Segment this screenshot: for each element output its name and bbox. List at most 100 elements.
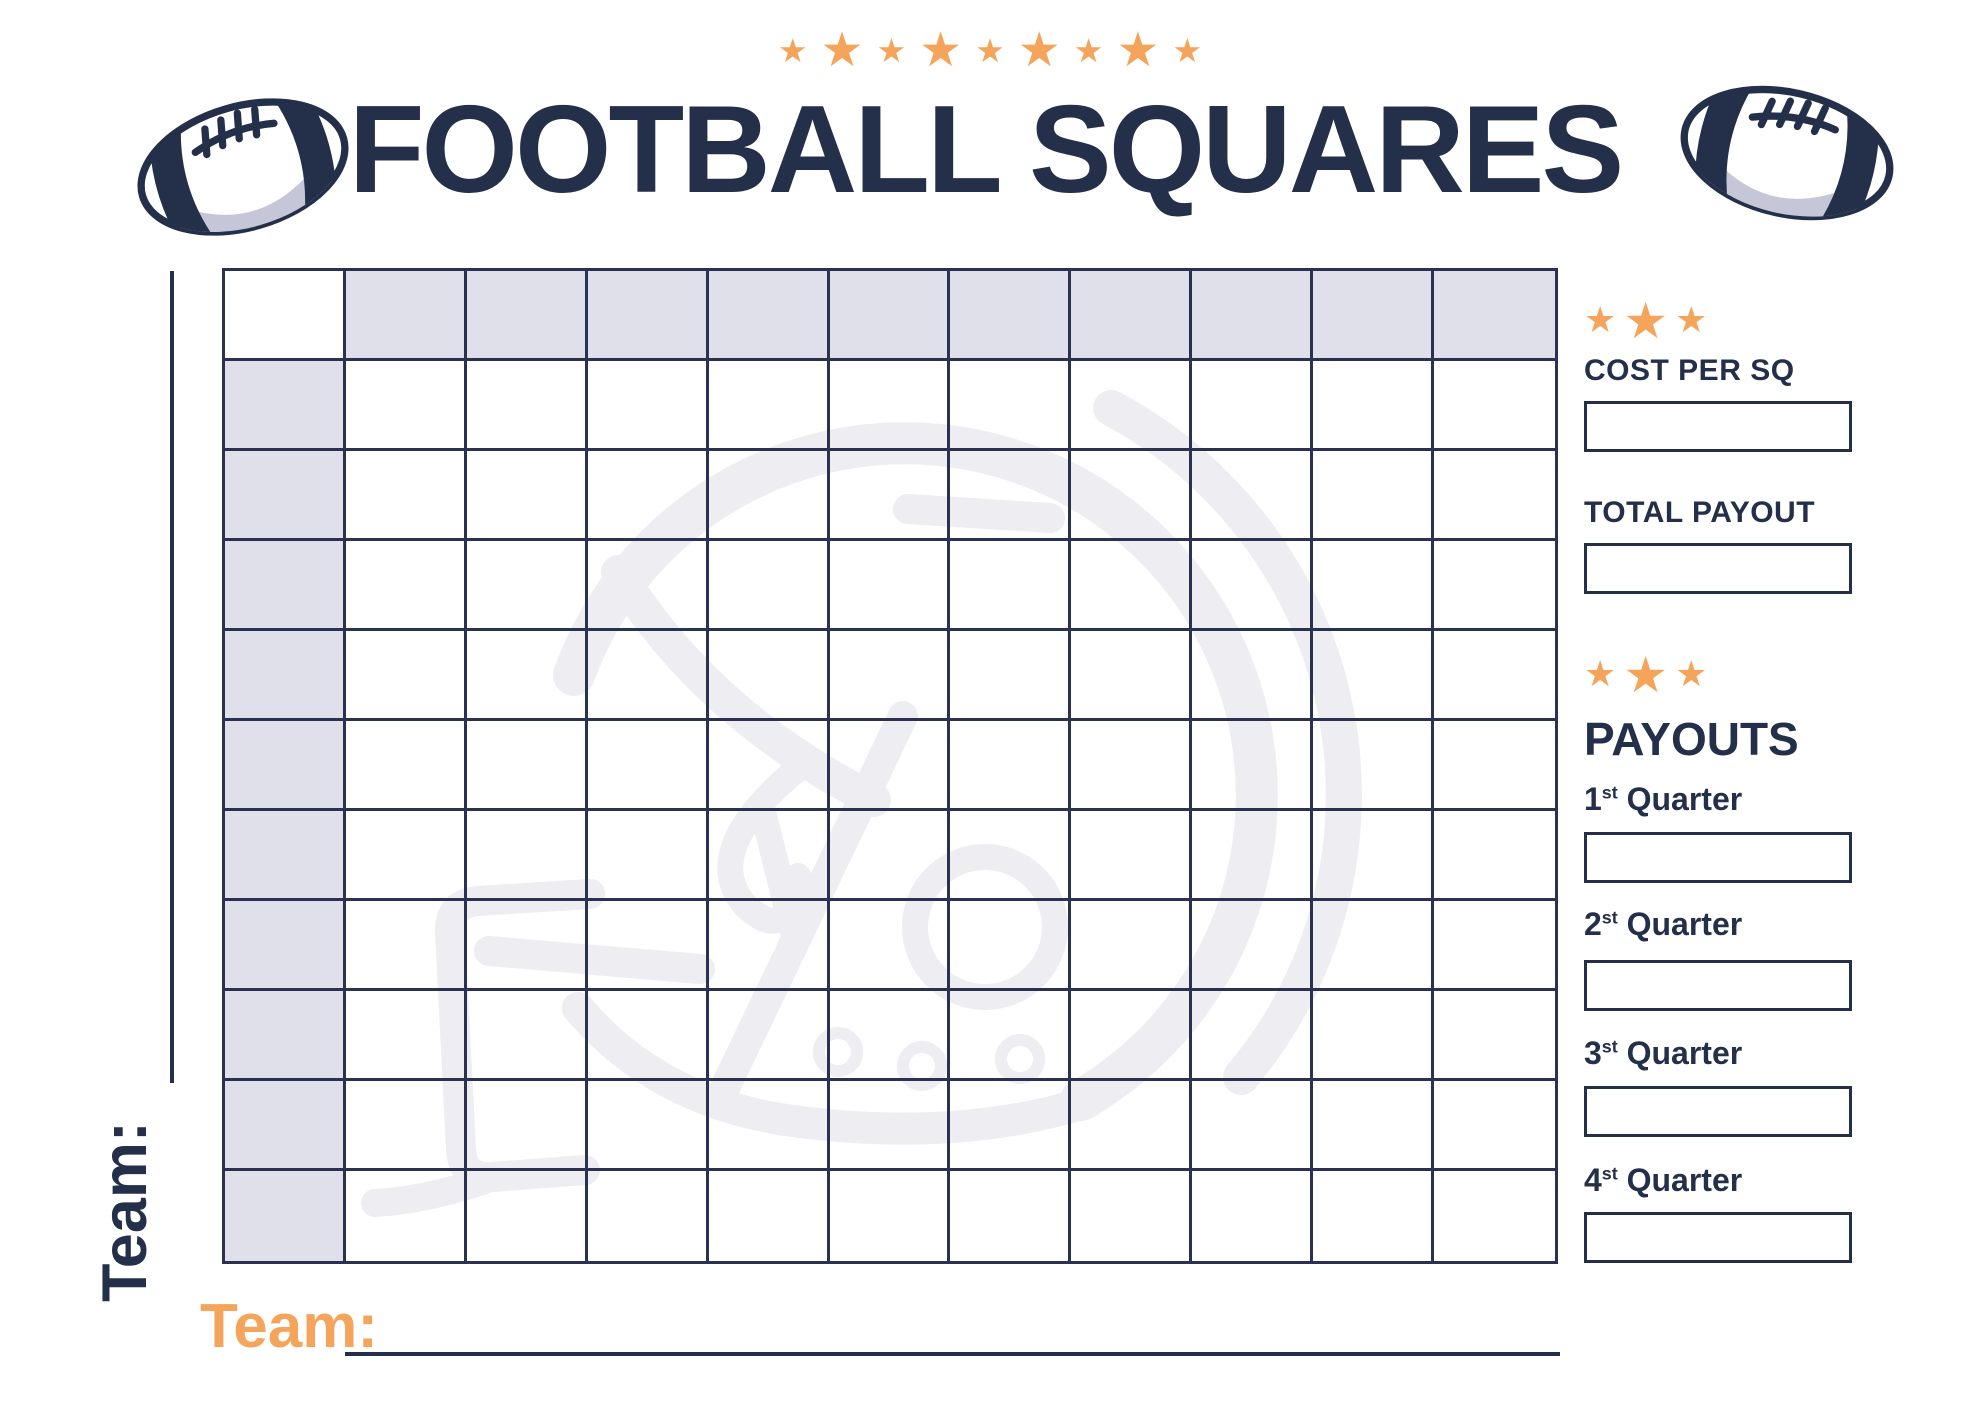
square-cell[interactable] [829,361,951,451]
quarter-4-input[interactable] [1584,1212,1852,1263]
square-cell[interactable] [708,811,830,901]
square-cell[interactable] [1313,541,1435,631]
square-cell[interactable] [466,901,588,991]
square-cell[interactable] [587,361,709,451]
square-cell[interactable] [467,1171,588,1261]
square-cell[interactable] [587,901,709,991]
square-cell[interactable] [345,721,467,811]
square-cell[interactable] [708,721,830,811]
square-cell[interactable] [708,901,830,991]
square-cell[interactable] [1434,541,1555,631]
square-cell[interactable] [1192,721,1314,811]
left-number-cell[interactable] [225,721,346,811]
square-cell[interactable] [1071,631,1193,721]
square-cell[interactable] [950,1171,1072,1261]
square-cell[interactable] [1313,1081,1435,1171]
left-number-cell[interactable] [225,901,346,991]
square-cell[interactable] [587,631,709,721]
square-cell[interactable] [1434,991,1555,1081]
square-cell[interactable] [708,361,830,451]
square-cell[interactable] [1071,901,1193,991]
square-cell[interactable] [950,901,1072,991]
square-cell[interactable] [709,1171,830,1261]
top-number-cell[interactable] [708,271,830,361]
square-cell[interactable] [587,1081,709,1171]
square-cell[interactable] [466,721,588,811]
square-cell[interactable] [1434,1171,1555,1261]
square-cell[interactable] [1434,361,1555,451]
square-cell[interactable] [829,541,951,631]
square-cell[interactable] [950,991,1072,1081]
quarter-2-input[interactable] [1584,960,1852,1011]
left-number-cell[interactable] [225,991,346,1081]
square-cell[interactable] [345,361,467,451]
square-cell[interactable] [587,991,709,1081]
square-cell[interactable] [466,1081,588,1171]
square-cell[interactable] [466,451,588,541]
square-cell[interactable] [830,1171,951,1261]
square-cell[interactable] [1071,541,1193,631]
square-cell[interactable] [1313,361,1435,451]
left-number-cell[interactable] [225,1171,346,1261]
square-cell[interactable] [466,811,588,901]
square-cell[interactable] [1192,451,1314,541]
left-number-cell[interactable] [225,1081,346,1171]
square-cell[interactable] [1071,721,1193,811]
square-cell[interactable] [466,361,588,451]
total-payout-input[interactable] [1584,543,1852,594]
square-cell[interactable] [708,631,830,721]
square-cell[interactable] [1192,631,1314,721]
square-cell[interactable] [466,631,588,721]
cost-per-sq-input[interactable] [1584,401,1852,452]
square-cell[interactable] [1192,361,1314,451]
square-cell[interactable] [587,451,709,541]
left-number-cell[interactable] [225,541,346,631]
square-cell[interactable] [1434,721,1555,811]
square-cell[interactable] [829,901,951,991]
square-cell[interactable] [950,631,1072,721]
square-cell[interactable] [950,721,1072,811]
top-number-cell[interactable] [950,271,1072,361]
top-number-cell[interactable] [587,271,709,361]
square-cell[interactable] [1192,811,1314,901]
top-number-cell[interactable] [1434,271,1555,361]
square-cell[interactable] [1192,1081,1314,1171]
square-cell[interactable] [1071,361,1193,451]
top-number-cell[interactable] [1071,271,1193,361]
top-number-cell[interactable] [466,271,588,361]
bottom-team-name-line[interactable] [345,1352,1560,1356]
square-cell[interactable] [1434,901,1555,991]
square-cell[interactable] [1434,631,1555,721]
square-cell[interactable] [588,1171,709,1261]
square-cell[interactable] [829,631,951,721]
square-cell[interactable] [587,721,709,811]
square-cell[interactable] [950,451,1072,541]
square-cell[interactable] [1313,991,1435,1081]
square-cell[interactable] [346,1171,467,1261]
square-cell[interactable] [708,991,830,1081]
square-cell[interactable] [950,541,1072,631]
square-cell[interactable] [708,1081,830,1171]
square-cell[interactable] [1313,631,1435,721]
left-number-cell[interactable] [225,631,346,721]
left-team-name-line[interactable] [170,271,174,1083]
square-cell[interactable] [345,541,467,631]
square-cell[interactable] [829,451,951,541]
square-cell[interactable] [345,811,467,901]
square-cell[interactable] [950,361,1072,451]
square-cell[interactable] [950,811,1072,901]
square-cell[interactable] [345,1081,467,1171]
left-number-cell[interactable] [225,811,346,901]
square-cell[interactable] [950,1081,1072,1171]
square-cell[interactable] [1192,901,1314,991]
square-cell[interactable] [829,721,951,811]
square-cell[interactable] [1071,1171,1193,1261]
square-cell[interactable] [1313,721,1435,811]
square-cell[interactable] [1192,991,1314,1081]
square-cell[interactable] [345,901,467,991]
top-number-cell[interactable] [1192,271,1314,361]
quarter-1-input[interactable] [1584,832,1852,883]
square-cell[interactable] [829,1081,951,1171]
square-cell[interactable] [1434,811,1555,901]
square-cell[interactable] [345,631,467,721]
